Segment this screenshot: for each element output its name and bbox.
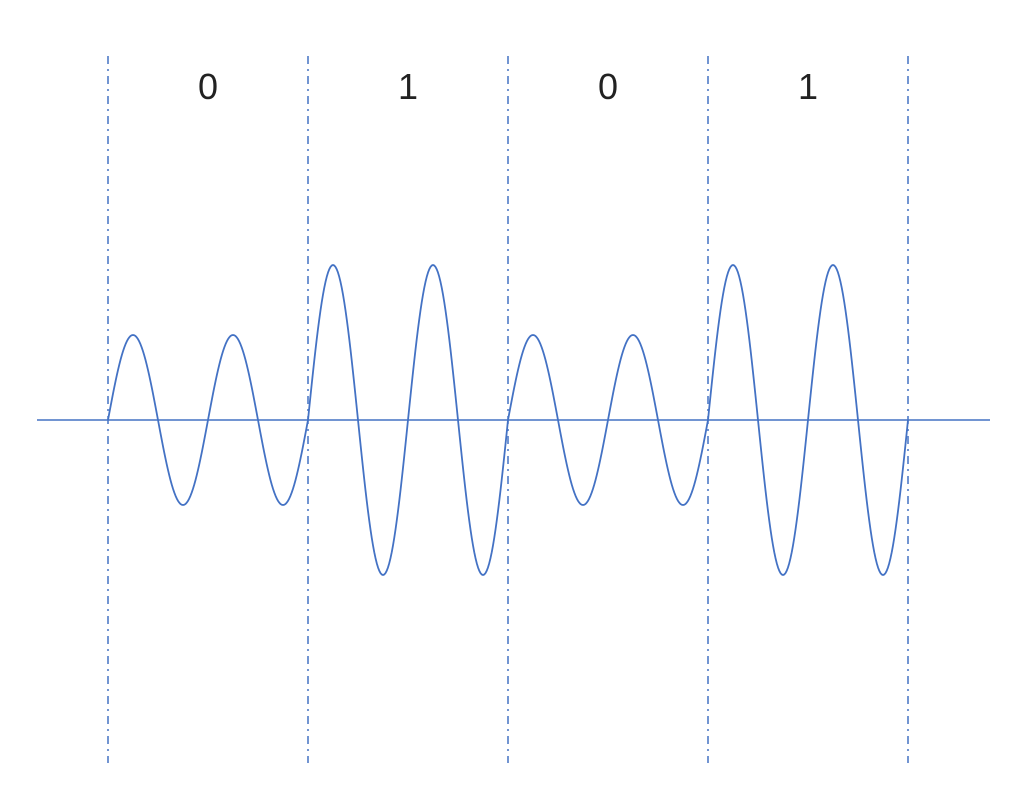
waveform-canvas bbox=[0, 0, 1025, 794]
ask-modulation-diagram: 0101 bbox=[0, 0, 1025, 794]
